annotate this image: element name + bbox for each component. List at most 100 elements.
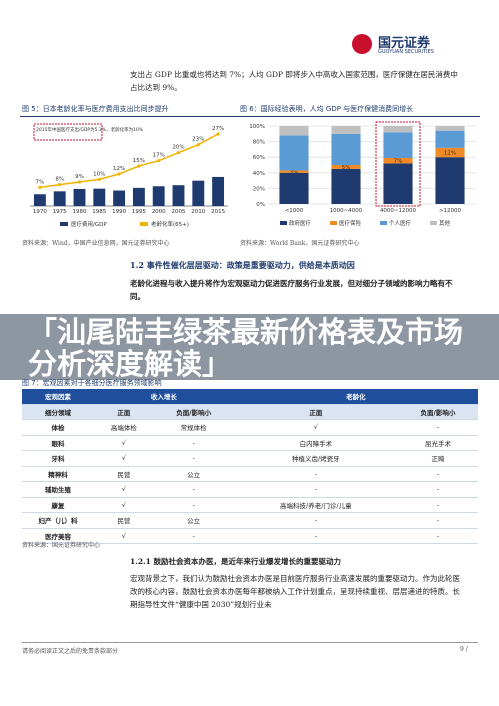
bar-segment xyxy=(435,130,465,148)
bar-segment xyxy=(331,168,361,204)
legend-label: 老龄化率(65+) xyxy=(151,220,189,228)
table-row: 体检 高端体检 常规体检 √ - xyxy=(22,419,478,436)
x-tick-label: >12000 xyxy=(439,208,462,214)
table-cell: - xyxy=(153,481,234,498)
bar xyxy=(172,185,185,206)
table-cell: 屈光手术 xyxy=(397,435,478,451)
value-label: 9% xyxy=(75,174,84,180)
bar-segment xyxy=(383,126,413,133)
value-label: 20% xyxy=(172,145,184,151)
highlight-box xyxy=(375,121,421,207)
subsection-heading: 1.2.1 鼓励社会资本办医，是近年来行业爆发增长的重要驱动力 xyxy=(130,557,341,566)
table-cell: - xyxy=(153,528,234,544)
annotation: 2015年中国医疗支出/GDP为5.3%，老龄化率为10% xyxy=(36,126,144,133)
rule xyxy=(22,642,478,643)
bar xyxy=(212,176,225,206)
bar-segment xyxy=(435,147,465,158)
table-cell: 民营 xyxy=(94,512,154,529)
table-cell: 妇产（儿）科 xyxy=(22,512,94,529)
overlay-band xyxy=(0,314,499,380)
table-cell: 公立 xyxy=(153,512,234,529)
table-cell: 负面/影响小 xyxy=(397,404,478,420)
legend-label: 个人医疗 xyxy=(389,219,412,227)
bar-segment xyxy=(279,126,309,136)
table-cell: √ xyxy=(94,450,154,467)
source: 资料来源：World Bank，国元证券研究中心 xyxy=(240,240,360,247)
bar xyxy=(33,194,46,206)
x-tick-label: 1970 xyxy=(33,209,47,215)
annotation-box xyxy=(33,123,103,141)
y-tick-label: 40% xyxy=(253,171,265,177)
x-tick-label: 1000~4000 xyxy=(330,208,363,214)
bar-segment xyxy=(331,133,361,165)
bar-segment xyxy=(383,132,413,158)
bar xyxy=(152,186,165,206)
intro: 支出占 GDP 比重或也将达到 7%；人均 GDP 即将步入中高收入国家范围，医… xyxy=(130,70,458,92)
x-tick-label: 1975 xyxy=(53,209,67,215)
legend-swatch xyxy=(380,221,387,225)
table-cell: 收入增长 xyxy=(94,389,234,405)
logo-mark xyxy=(352,34,372,54)
value-label: 8% xyxy=(55,177,64,183)
source: 资料来源：国元证券研究中心 xyxy=(22,542,101,549)
table-cell: - xyxy=(153,435,234,451)
bar-segment xyxy=(383,157,413,164)
table-cell: 宏观因素 xyxy=(22,389,94,405)
value-label: 15% xyxy=(133,158,145,164)
value-label: 27% xyxy=(212,126,224,132)
bar-segment xyxy=(435,157,465,204)
logo-en: GUOYUAN SECURITIES xyxy=(378,49,434,55)
bar xyxy=(53,191,66,206)
bar-segment xyxy=(331,165,361,169)
table-cell: - xyxy=(233,528,398,544)
bar xyxy=(73,188,86,206)
table-cell: 精神科 xyxy=(22,466,94,482)
x-tick-label: 2005 xyxy=(172,209,186,215)
bar xyxy=(113,190,126,206)
legend-label: 医疗费用/GDP xyxy=(71,220,107,228)
table-cell: √ xyxy=(94,497,154,513)
logo: 国元证券 xyxy=(378,36,431,51)
table-cell: - xyxy=(153,450,234,467)
paragraph: 老龄化进程与收入提升将作为宏观驱动力促进医疗服务行业发展，但对细分子领域的影响力… xyxy=(130,279,453,301)
table-cell: 老龄化 xyxy=(233,389,478,405)
table-cell: 高端体检 xyxy=(94,419,154,436)
table-cell: 康复 xyxy=(22,497,94,513)
page-number: 9 / xyxy=(460,646,468,653)
y-tick-label: 80% xyxy=(253,140,265,146)
chart: 1970 1975 1980 1985 1990 1995 2000 2005 2010 2015… xyxy=(30,123,228,228)
table-cell: - xyxy=(233,512,398,529)
legend-swatch xyxy=(330,221,337,225)
y-tick-label: 20% xyxy=(253,186,265,192)
value-label: 10% xyxy=(93,171,105,177)
table-cell: 牙科 xyxy=(22,450,94,467)
marker xyxy=(196,143,200,147)
marker xyxy=(176,151,181,155)
table-cell: 体检 xyxy=(22,419,94,436)
legend-swatch xyxy=(60,222,68,226)
table-cell: 眼科 xyxy=(22,435,94,451)
table-cell: - xyxy=(397,466,478,482)
table-cell: √ xyxy=(94,435,154,451)
legend-label: 其他 xyxy=(439,219,451,227)
bar xyxy=(132,187,145,206)
table-row: 康复 √ - 高端科技/养老/门诊/儿童 - xyxy=(22,497,478,513)
value-label: 12% xyxy=(444,151,456,157)
table-cell: 医疗美容 xyxy=(22,528,94,544)
table-cell: 辅助生殖 xyxy=(22,481,94,498)
value-label: 7% xyxy=(36,179,45,185)
value-label: 7% xyxy=(394,159,403,165)
table-row: 眼科 √ - 白内障手术 屈光手术 xyxy=(22,435,478,451)
figure-title: 图 7：宏观因素对于各细分医疗服务领域影响 xyxy=(22,379,162,387)
table-row: 牙科 √ - 种植义齿/烤瓷牙 正畸 xyxy=(22,450,478,467)
table-row: 精神科 民营 公立 - - xyxy=(22,466,478,482)
table-cell: 白内障手术 xyxy=(233,435,398,451)
line xyxy=(39,133,219,189)
footer-disclaimer: 请务必阅读正文之后的免责条款部分 xyxy=(22,648,119,655)
value-label: 23% xyxy=(192,137,204,143)
y-tick-label: 0% xyxy=(256,202,265,208)
x-tick-label: 2000 xyxy=(152,209,166,215)
value-label: 17% xyxy=(153,153,165,159)
value-label: 3% xyxy=(290,170,299,176)
bar-segment xyxy=(279,172,309,204)
